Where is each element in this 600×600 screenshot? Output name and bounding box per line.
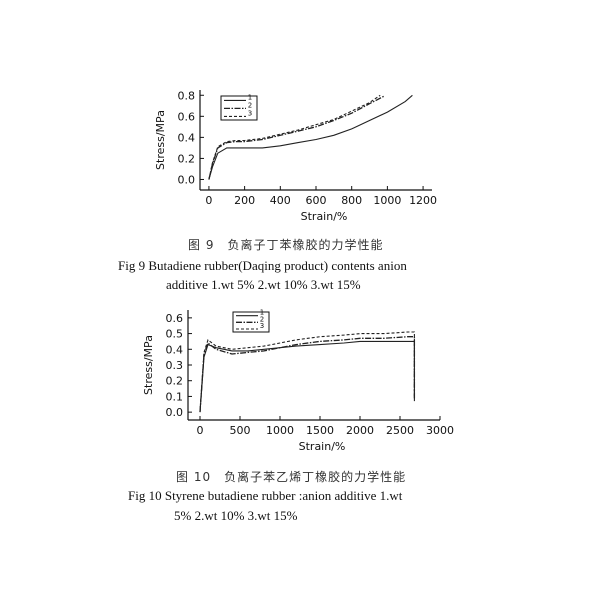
x-tick-label: 1000 [266,424,294,437]
x-tick-label: 500 [230,424,251,437]
series-line-2 [208,95,385,180]
x-tick-label: 2500 [386,424,414,437]
y-tick-label: 0.2 [166,375,184,388]
x-axis-title: Strain/% [299,440,346,453]
y-tick-label: 0.4 [178,131,196,144]
series-line-2 [199,336,416,413]
legend-label-2: 2 [248,101,252,109]
x-tick-label: 0 [197,424,204,437]
y-tick-label: 0.0 [178,173,196,186]
legend-label-2: 2 [260,315,264,323]
fig9-caption-zh: 图 9 负离子丁苯橡胶的力学性能 [188,238,384,252]
y-tick-label: 0.4 [166,343,184,356]
x-tick-label: 0 [205,194,212,207]
x-tick-label: 400 [270,194,291,207]
y-tick-label: 0.6 [166,312,184,325]
y-tick-label: 0.5 [166,328,184,341]
x-tick-label: 600 [306,194,327,207]
x-tick-label: 800 [341,194,362,207]
fig10-caption-en-line2: 5% 2.wt 10% 3.wt 15% [174,508,298,523]
fig9-caption-en-line1: Fig 9 Butadiene rubber(Daqing product) c… [118,258,407,273]
chart-fig10: 0.0 0.1 0.2 0.3 0.4 0.5 0.6 0 500 1000 1500 2000 250… [142,309,454,453]
chart-fig9: 0.0 0.2 0.4 0.6 0.8 0 200 400 600 800 1000 1200 Stra… [154,89,437,223]
y-tick-label: 0.3 [166,359,184,372]
x-tick-label: 2000 [346,424,374,437]
series-line-3 [208,94,381,180]
y-tick-label: 0.1 [166,390,184,403]
legend-label-3: 3 [260,322,264,330]
legend-label-3: 3 [248,109,252,117]
legend-label-1: 1 [248,93,252,101]
fig10-caption-en-line1: Fig 10 Styrene butadiene rubber :anion a… [128,488,403,503]
series-line-1 [199,340,415,413]
y-tick-label: 0.2 [178,152,196,165]
x-tick-label: 3000 [426,424,454,437]
fig10-caption-zh: 图 10 负离子苯乙烯丁橡胶的力学性能 [176,470,407,484]
y-axis-title: Stress/MPa [142,335,155,395]
y-tick-label: 0.8 [178,89,196,102]
x-tick-label: 200 [234,194,255,207]
y-tick-label: 0.6 [178,110,196,123]
x-axis-title: Strain/% [301,210,348,223]
y-axis-title: Stress/MPa [154,110,167,170]
x-tick-label: 1500 [306,424,334,437]
legend-label-1: 1 [260,309,264,317]
x-tick-label: 1000 [373,194,401,207]
y-tick-label: 0.0 [166,406,184,419]
fig9-caption-en-line2: additive 1.wt 5% 2.wt 10% 3.wt 15% [166,277,361,292]
x-tick-label: 1200 [409,194,437,207]
series-line-1 [208,94,413,180]
series-line-3 [199,331,415,413]
